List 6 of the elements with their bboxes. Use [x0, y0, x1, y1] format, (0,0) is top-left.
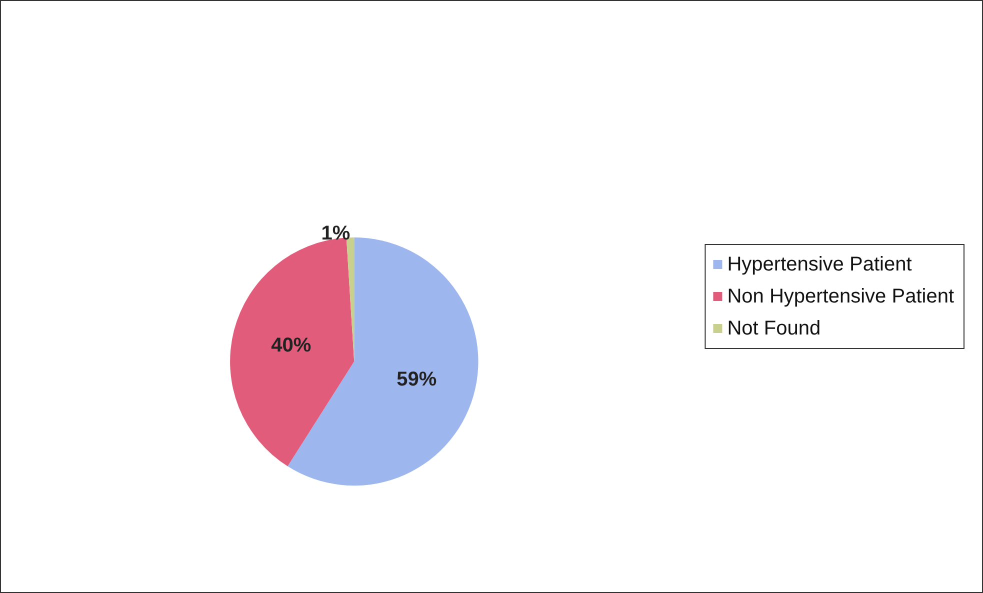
data-label: 40% [271, 334, 312, 356]
legend-label: Hypertensive Patient [727, 254, 912, 276]
data-label: 1% [321, 222, 350, 244]
data-label: 59% [396, 368, 437, 391]
legend-label: Not Found [727, 318, 821, 340]
legend-label: Non Hypertensive Patient [727, 286, 954, 308]
